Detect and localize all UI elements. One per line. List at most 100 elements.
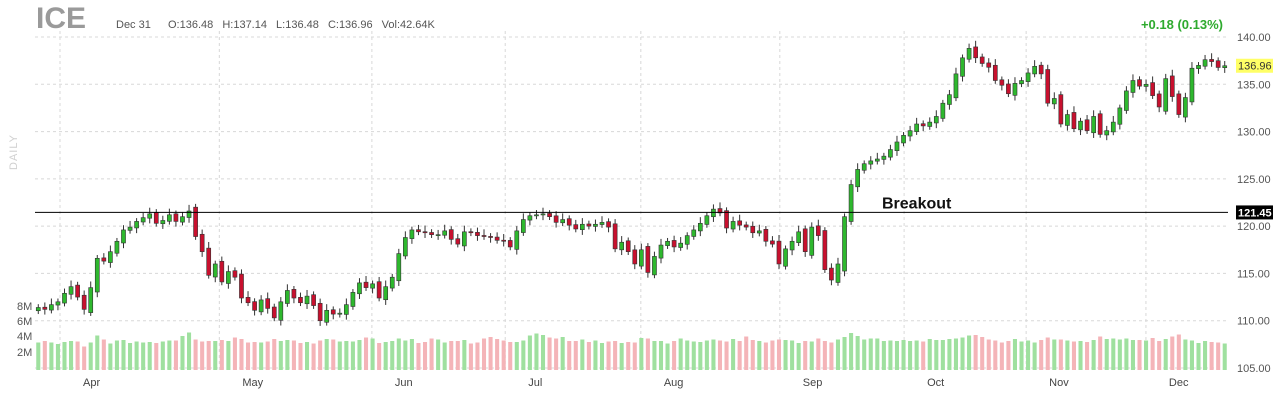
candle-body[interactable]: [960, 57, 965, 77]
candle-body[interactable]: [815, 225, 821, 236]
candle-body[interactable]: [999, 79, 1005, 86]
candle-body[interactable]: [527, 215, 533, 221]
candle-body[interactable]: [55, 301, 61, 306]
candle-body[interactable]: [337, 312, 343, 315]
candle-body[interactable]: [750, 225, 756, 234]
candle-body[interactable]: [612, 223, 618, 250]
candle-body[interactable]: [1176, 93, 1182, 115]
candle-body[interactable]: [101, 257, 107, 262]
candle-body[interactable]: [330, 309, 336, 315]
candle-body[interactable]: [940, 102, 946, 119]
candle-body[interactable]: [573, 224, 579, 230]
candle-body[interactable]: [167, 214, 172, 222]
candle-body[interactable]: [239, 273, 244, 299]
candle-body[interactable]: [42, 306, 48, 310]
candle-body[interactable]: [285, 290, 290, 304]
candle-body[interactable]: [776, 240, 782, 265]
candle-body[interactable]: [1078, 120, 1083, 131]
candle-body[interactable]: [1137, 79, 1142, 87]
candle-body[interactable]: [848, 184, 854, 222]
candle-body[interactable]: [180, 216, 185, 223]
candle-body[interactable]: [389, 276, 395, 289]
candle-body[interactable]: [1084, 119, 1090, 131]
candle-body[interactable]: [665, 240, 670, 246]
candle-body[interactable]: [553, 215, 559, 223]
candle-body[interactable]: [494, 236, 500, 241]
candle-body[interactable]: [658, 244, 664, 259]
candle-body[interactable]: [881, 155, 887, 160]
candle-body[interactable]: [186, 210, 192, 218]
candle-body[interactable]: [49, 304, 54, 311]
candle-body[interactable]: [258, 299, 264, 313]
candle-body[interactable]: [835, 263, 841, 283]
candle-body[interactable]: [914, 123, 919, 132]
candle-body[interactable]: [193, 206, 198, 237]
candle-body[interactable]: [1222, 65, 1228, 69]
candle-body[interactable]: [108, 251, 113, 263]
candle-body[interactable]: [1150, 82, 1155, 96]
candle-body[interactable]: [219, 260, 225, 283]
candle-body[interactable]: [114, 240, 120, 254]
candle-body[interactable]: [304, 295, 310, 305]
candle-body[interactable]: [743, 224, 749, 228]
candle-body[interactable]: [298, 297, 303, 304]
candle-body[interactable]: [566, 218, 572, 226]
candle-body[interactable]: [953, 73, 959, 99]
candle-body[interactable]: [1143, 83, 1149, 87]
candle-body[interactable]: [1104, 130, 1110, 136]
candle-body[interactable]: [75, 284, 80, 298]
candle-body[interactable]: [796, 231, 801, 243]
candle-body[interactable]: [462, 231, 467, 247]
candle-body[interactable]: [730, 221, 736, 230]
candle-body[interactable]: [160, 220, 166, 225]
candle-body[interactable]: [580, 223, 585, 230]
candle-body[interactable]: [245, 297, 251, 304]
candle-body[interactable]: [933, 116, 939, 124]
candle-body[interactable]: [442, 230, 448, 236]
candle-body[interactable]: [1006, 83, 1011, 95]
candle-body[interactable]: [822, 230, 828, 270]
candle-body[interactable]: [1130, 80, 1136, 93]
candle-body[interactable]: [560, 219, 566, 224]
candle-body[interactable]: [992, 64, 998, 81]
candle-body[interactable]: [363, 281, 369, 288]
candle-body[interactable]: [1065, 114, 1070, 126]
candle-body[interactable]: [350, 292, 356, 307]
candle-body[interactable]: [455, 238, 461, 245]
candle-body[interactable]: [1032, 66, 1037, 75]
candle-body[interactable]: [947, 94, 952, 105]
candle-body[interactable]: [737, 220, 742, 226]
candle-body[interactable]: [1163, 78, 1169, 112]
candle-body[interactable]: [783, 248, 788, 267]
candle-body[interactable]: [291, 289, 297, 299]
candle-body[interactable]: [809, 226, 815, 256]
candle-body[interactable]: [422, 231, 428, 234]
candle-body[interactable]: [265, 298, 271, 309]
candle-body[interactable]: [842, 216, 847, 272]
candle-body[interactable]: [416, 229, 421, 233]
candle-body[interactable]: [756, 230, 762, 234]
candle-body[interactable]: [127, 226, 133, 231]
candle-body[interactable]: [403, 237, 408, 257]
candle-body[interactable]: [770, 240, 775, 245]
candle-body[interactable]: [1156, 93, 1162, 108]
candle-body[interactable]: [1038, 64, 1044, 75]
candle-body[interactable]: [481, 235, 487, 237]
candle-body[interactable]: [599, 222, 605, 225]
candle-body[interactable]: [920, 123, 926, 127]
candle-body[interactable]: [684, 235, 690, 245]
candle-body[interactable]: [435, 234, 441, 236]
candle-body[interactable]: [724, 210, 729, 229]
candle-body[interactable]: [1196, 65, 1201, 69]
candle-body[interactable]: [586, 223, 592, 227]
candle-body[interactable]: [383, 286, 389, 301]
candle-body[interactable]: [396, 253, 402, 282]
candle-body[interactable]: [147, 213, 153, 219]
candle-body[interactable]: [894, 141, 900, 151]
candle-body[interactable]: [278, 301, 284, 321]
candle-body[interactable]: [1110, 121, 1116, 133]
candle-body[interactable]: [671, 240, 677, 248]
candle-body[interactable]: [409, 229, 415, 239]
candle-body[interactable]: [1012, 83, 1018, 96]
candle-body[interactable]: [1097, 113, 1103, 135]
